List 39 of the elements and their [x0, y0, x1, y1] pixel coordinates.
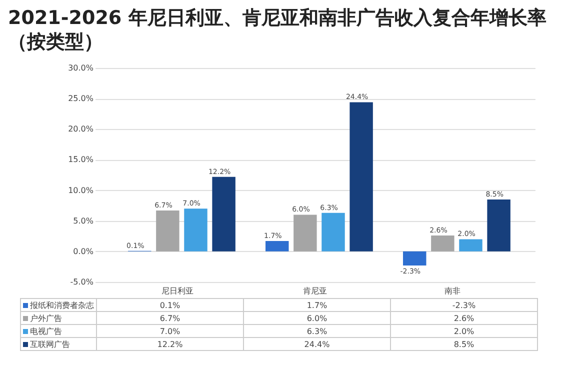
y-tick-label: 20.0% [68, 124, 94, 134]
bar [487, 199, 510, 252]
y-tick-label: 5.0% [73, 216, 94, 226]
chart-title: 2021-2026 年尼日利亚、肯尼亚和南非广告收入复合年增长率（按类型） [8, 6, 548, 54]
data-label: 24.4% [244, 338, 390, 350]
bar [322, 212, 345, 252]
bar [459, 239, 482, 252]
bar [266, 241, 289, 252]
bar [212, 176, 236, 252]
data-label: 8.5% [390, 338, 538, 350]
data-label: 2.0% [390, 324, 538, 338]
data-label: 6.0% [244, 312, 390, 324]
y-tick-label: 15.0% [68, 155, 94, 164]
data-label: 12.2% [96, 338, 244, 350]
data-label: 6.3% [244, 324, 390, 338]
legend-label: 互联网广告 [20, 338, 96, 350]
data-label: 0.1% [96, 298, 244, 312]
data-label: 7.0% [96, 324, 244, 338]
y-tick-label: 10.0% [68, 186, 94, 195]
bar [294, 214, 317, 252]
y-tick-label: 0.0% [73, 246, 94, 256]
y-tick-label: 25.0% [68, 94, 94, 104]
bar [431, 236, 454, 252]
y-tick-label: 30.0% [68, 64, 94, 72]
x-tick-label: 尼日利亚 [162, 286, 194, 296]
data-label: -2.3% [390, 298, 538, 312]
x-tick-label: 南非 [444, 286, 460, 296]
data-label: 2.6% [390, 312, 538, 324]
x-tick-label: 肯尼亚 [303, 286, 327, 296]
data-label: 6.7% [96, 312, 244, 324]
legend-label: 报纸和消费者杂志 [20, 298, 96, 312]
legend-label: 电视广告 [20, 324, 96, 338]
bar [350, 102, 373, 252]
data-label: 1.7% [244, 298, 390, 312]
y-tick-label: -5.0% [70, 278, 94, 286]
bar [156, 210, 180, 252]
bar [403, 251, 426, 266]
bar [184, 208, 208, 252]
legend-label: 户外广告 [20, 312, 96, 324]
